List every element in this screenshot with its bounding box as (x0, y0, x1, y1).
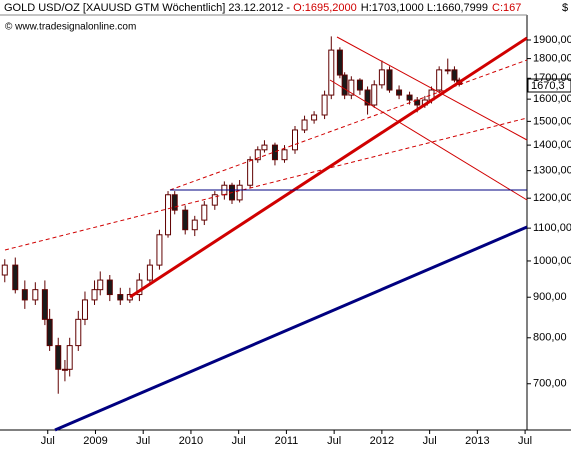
candle-body (292, 129, 299, 151)
candle-body (182, 209, 189, 231)
y-tick-label: 1400,00 (533, 139, 571, 151)
candle-body (1, 264, 8, 276)
channel-line (329, 79, 528, 201)
candle-body (386, 69, 393, 91)
candle-body (328, 49, 335, 96)
x-tick-label: Jul (327, 435, 341, 447)
candle-body (191, 219, 198, 231)
candle-body (261, 144, 268, 151)
x-tick-label: 2010 (179, 435, 203, 447)
header: GOLD USD/OZ [XAUUSD GTM Wöchentlich] 23.… (4, 2, 521, 14)
watermark: © www.tradesignalonline.com (5, 22, 136, 33)
candle-body (364, 89, 371, 106)
candle-body (91, 289, 98, 301)
header-symbol: GOLD USD/OZ [XAUUSD GTM Wöchentlich] 23.… (4, 2, 293, 14)
header-open: O:1695,2000 (293, 2, 357, 14)
candle-body (61, 368, 68, 371)
candle-body (301, 119, 308, 131)
candle-body (136, 279, 143, 296)
candle-body (75, 318, 82, 347)
candle-body (451, 69, 458, 81)
channel-line (336, 36, 528, 141)
candles (1, 36, 463, 394)
header-close: C:167 (492, 2, 521, 14)
candle-body (336, 49, 343, 76)
long-trend-line (54, 225, 528, 432)
candle-body (171, 194, 178, 211)
candle-body (146, 264, 153, 281)
candle-body (311, 114, 318, 121)
candle-body (201, 204, 208, 221)
candle-body (396, 89, 403, 96)
x-tick-label: Jul (41, 435, 55, 447)
candle-body (55, 345, 62, 370)
candle-body (247, 159, 254, 186)
candle-body (436, 69, 443, 91)
candle-body (165, 194, 172, 236)
y-tick-label: 1600,00 (533, 93, 571, 105)
y-tick-label: 1800,00 (533, 53, 571, 65)
candle-body (356, 79, 363, 91)
candle-body (32, 289, 39, 301)
header-currency: $ (562, 2, 568, 14)
candle-body (21, 289, 28, 301)
candle-body (97, 279, 104, 291)
x-tick-label: 2012 (370, 435, 394, 447)
candle-body (406, 94, 413, 101)
x-tick-label: 2011 (275, 435, 299, 447)
x-tick-label: Jul (232, 435, 246, 447)
candle-body (254, 149, 261, 161)
candle-body (106, 279, 113, 296)
y-tick-label: 1300,00 (533, 165, 571, 177)
candle-body (117, 294, 124, 301)
y-tick-label: 700,00 (533, 378, 567, 390)
candle-body (378, 69, 385, 86)
last-price-box (527, 78, 571, 93)
y-tick-label: 1700,00 (533, 72, 571, 84)
y-tick-label: 900,00 (533, 291, 567, 303)
candle-body (414, 99, 421, 106)
candle-body (371, 84, 378, 106)
support-line (129, 36, 528, 299)
candle-body (66, 345, 73, 370)
x-tick-label: 2013 (465, 435, 489, 447)
last-price-label: 1670,3 (531, 80, 565, 92)
candle-body (444, 69, 451, 72)
y-tick-label: 800,00 (533, 332, 567, 344)
y-tick-label: 1100,00 (533, 222, 571, 234)
candle-body (271, 144, 278, 161)
x-tick-label: Jul (136, 435, 150, 447)
candle-body (321, 94, 328, 116)
header-high-low: H:1703,1000 L:1660,7999 (361, 2, 488, 14)
candle-body (236, 184, 243, 201)
trend-lines (4, 36, 528, 432)
candle-body (211, 194, 218, 206)
candle-body (12, 264, 19, 291)
candle-body (341, 74, 348, 96)
candle-body (156, 234, 163, 266)
y-tick-label: 1500,00 (533, 115, 571, 127)
y-tick-label: 1900,00 (533, 34, 571, 46)
y-tick-label: 1200,00 (533, 192, 571, 204)
x-tick-label: Jul (518, 435, 532, 447)
candle-body (81, 299, 88, 320)
dashed-trend-line (169, 59, 528, 191)
candle-body (46, 318, 53, 347)
candle-body (41, 289, 48, 320)
x-tick-label: 2009 (83, 435, 107, 447)
x-tick-label: Jul (423, 435, 437, 447)
candle-body (348, 79, 355, 96)
y-tick-label: 1000,00 (533, 255, 571, 267)
candle-body (281, 149, 288, 161)
dashed-trend-line (4, 117, 528, 251)
